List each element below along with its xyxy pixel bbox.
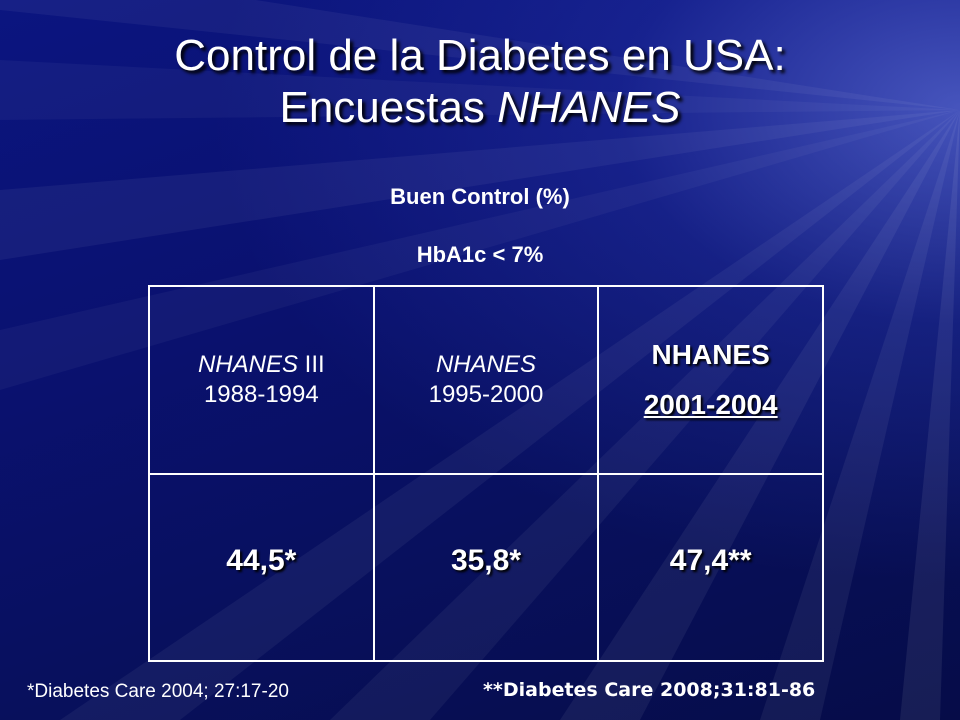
value-text: 44,5* (226, 544, 297, 577)
footnote-right: **Diabetes Care 2008;31:81-86 (483, 679, 816, 701)
header-name: NHANES (651, 339, 770, 370)
header-name-italic: NHANES (435, 351, 536, 378)
header-years: 1995-2000 (428, 381, 544, 408)
header-cell-nhanes-1995: NHANES 1995-2000 (372, 285, 600, 475)
title-line-2-italic: NHANES (497, 83, 681, 132)
value-cell-2: 35,8* (372, 473, 600, 662)
title-line-2: Encuestas NHANES (0, 82, 960, 134)
value-text: 47,4** (669, 544, 752, 577)
title-line-2-prefix: Encuestas (279, 83, 498, 132)
subtitle-good-control: Buen Control (%) (390, 184, 570, 209)
header-cell-nhanes-iii: NHANES III 1988-1994 (148, 285, 375, 475)
nhanes-table: NHANES III 1988-1994 NHANES 1995-2000 NH… (148, 285, 824, 662)
header-name-italic: NHANES (197, 351, 298, 378)
header-cell-nhanes-2001: NHANES 2001-2004 (597, 285, 824, 475)
table-header-row: NHANES III 1988-1994 NHANES 1995-2000 NH… (148, 285, 824, 475)
header-years: 2001-2004 (643, 389, 778, 420)
value-cell-1: 44,5* (148, 473, 375, 662)
footnote-left: *Diabetes Care 2004; 27:17-20 (27, 681, 289, 702)
value-text: 35,8* (450, 544, 522, 577)
header-years: 1988-1994 (203, 381, 319, 408)
title-line-1: Control de la Diabetes en USA: (174, 31, 786, 80)
table-values-row: 44,5* 35,8* 47,4** (148, 473, 824, 662)
slide-title: Control de la Diabetes en USA: Encuestas… (0, 30, 960, 134)
header-name-suffix: III (298, 351, 325, 378)
subtitle-hba1c: HbA1c < 7% (416, 242, 544, 267)
value-cell-3: 47,4** (597, 473, 824, 662)
